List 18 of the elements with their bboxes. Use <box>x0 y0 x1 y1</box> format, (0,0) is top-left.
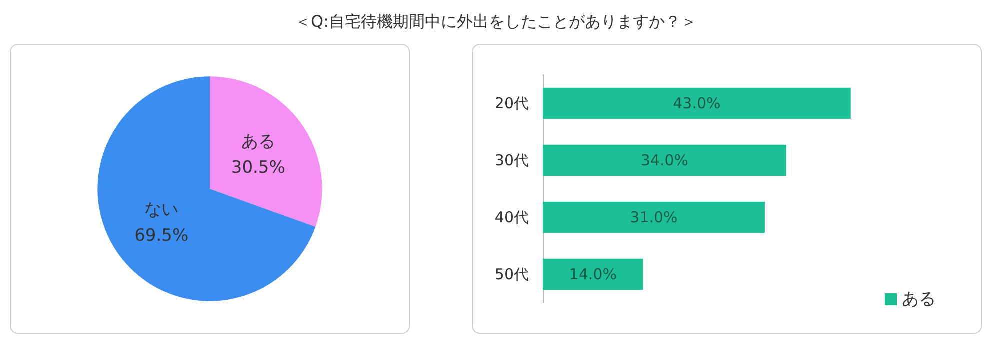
data-label: 31.0% <box>630 208 678 226</box>
text: ＜Q:自宅待機期間中に外出をしたことがありますか？＞ <box>294 11 698 33</box>
data-label: 69.5% <box>134 226 189 246</box>
slice-label: ない <box>144 200 179 220</box>
y-tick-label: 50代 <box>494 266 529 284</box>
legend-label: ある <box>902 290 936 310</box>
bar <box>543 202 765 234</box>
bar <box>543 258 644 290</box>
bar <box>543 88 851 120</box>
slice-label: ある <box>241 132 276 152</box>
data-label: 14.0% <box>569 266 617 284</box>
data-label: 43.0% <box>673 94 721 112</box>
y-tick-label: 30代 <box>494 152 529 170</box>
data-label: 30.5% <box>231 158 286 178</box>
data-label: 34.0% <box>640 152 689 170</box>
y-tick-label: 40代 <box>494 208 529 226</box>
bar <box>543 144 786 176</box>
y-tick-label: 20代 <box>494 94 529 112</box>
